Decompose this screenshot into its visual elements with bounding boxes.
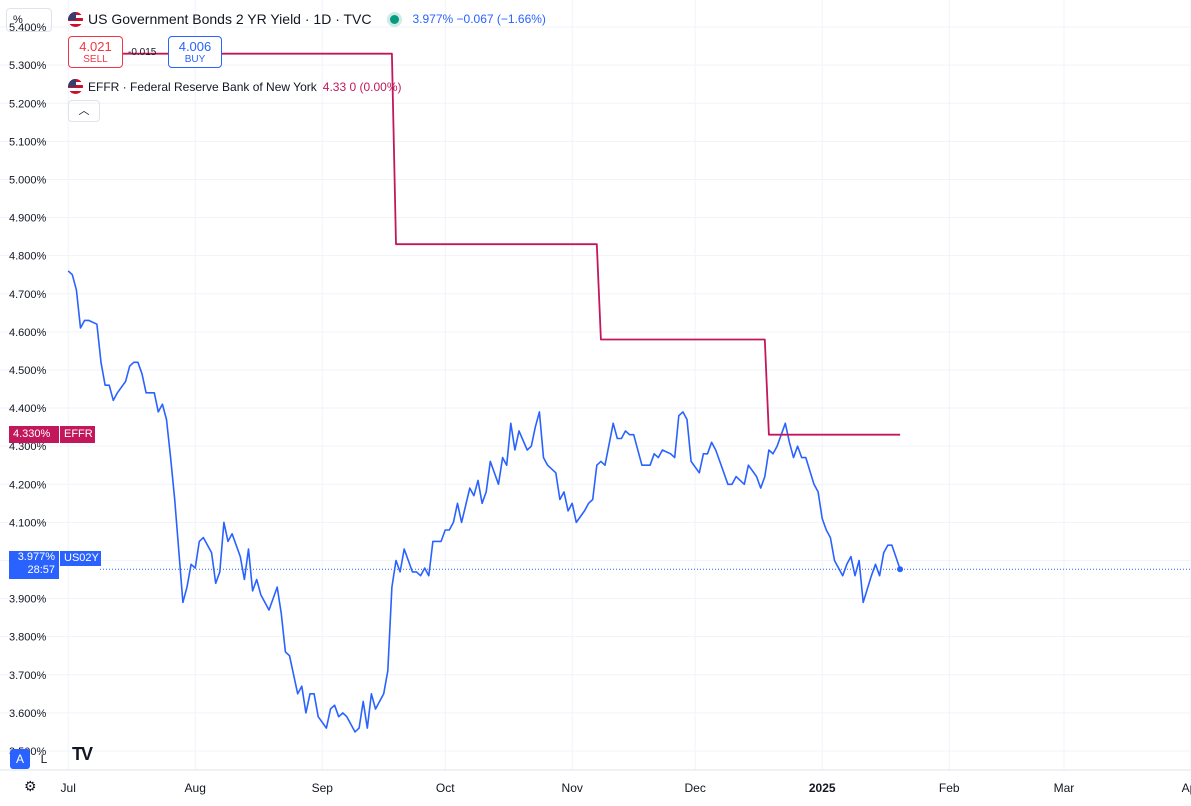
- x-tick-label: Jul: [61, 781, 76, 795]
- y-tick-label: 3.900%: [9, 594, 47, 606]
- y-tick-label: 4.700%: [9, 289, 47, 301]
- auto-scale-button[interactable]: A: [10, 749, 30, 769]
- y-tick-label: 4.500%: [9, 365, 47, 377]
- x-tick-label: Mar: [1054, 781, 1075, 795]
- symbol-title[interactable]: US Government Bonds 2 YR Yield · 1D · TV…: [88, 11, 372, 27]
- buy-label: BUY: [184, 54, 206, 65]
- us-flag-icon: [68, 79, 83, 94]
- indicator-values: 4.33 0 (0.00%): [322, 79, 402, 94]
- x-tick-label: Dec: [684, 781, 705, 795]
- effr-name-tag: EFFR: [59, 426, 95, 443]
- us-flag-icon: [68, 11, 83, 27]
- y-tick-label: 4.400%: [9, 403, 47, 415]
- sell-label: SELL: [83, 54, 108, 65]
- x-tick-label: Apr: [1182, 781, 1191, 795]
- sell-price: 4.021: [79, 39, 112, 54]
- y-tick-label: 4.600%: [9, 327, 47, 339]
- series-line-effr: [68, 52, 901, 436]
- us02y-name-tag: US02Y: [59, 551, 101, 566]
- y-tick-label: 5.200%: [9, 98, 47, 110]
- us02y-price-tag: 3.977% 28:57: [9, 551, 59, 579]
- y-axis: 3.500%3.600%3.700%3.800%3.900%4.000%4.10…: [9, 22, 47, 758]
- y-tick-label: 3.600%: [9, 708, 47, 720]
- x-tick-label: Aug: [185, 781, 206, 795]
- y-tick-label: 4.200%: [9, 479, 47, 491]
- x-tick-label: Sep: [312, 781, 334, 795]
- chevron-up-icon: ︿: [78, 105, 90, 117]
- y-tick-label: 4.100%: [9, 517, 47, 529]
- chart-grid: [0, 0, 1191, 770]
- buy-price: 4.006: [178, 39, 212, 54]
- log-scale-button[interactable]: L: [40, 752, 48, 766]
- x-tick-label: 2025: [809, 781, 836, 795]
- x-axis: Jul Aug Sep Oct Nov Dec 2025 Feb Mar Apr: [0, 769, 1191, 795]
- spread-value: -0.015: [128, 47, 157, 58]
- y-tick-label: 5.000%: [9, 174, 47, 186]
- y-tick-label: 3.800%: [9, 632, 47, 644]
- us02y-value: 3.977%: [17, 551, 55, 563]
- chart-header: US Government Bonds 2 YR Yield · 1D · TV…: [68, 11, 546, 27]
- last-price-point: [897, 566, 904, 573]
- unit-selector[interactable]: %: [6, 8, 52, 32]
- market-status-icon: [389, 14, 399, 24]
- y-tick-label: 4.800%: [9, 251, 47, 263]
- x-tick-label: Nov: [562, 781, 583, 795]
- y-tick-label: 5.300%: [9, 60, 47, 72]
- buy-button[interactable]: 4.006 BUY: [168, 36, 222, 68]
- y-tick-label: 4.300%: [9, 441, 47, 453]
- y-tick-label: 5.100%: [9, 136, 47, 148]
- tradingview-logo[interactable]: TV: [72, 744, 93, 764]
- x-tick-label: Feb: [939, 781, 960, 795]
- indicator-label: EFFR · Federal Reserve Bank of New York: [88, 79, 317, 94]
- y-tick-label: 4.900%: [9, 213, 47, 225]
- series-layer: [67, 52, 1191, 733]
- quote-change: 3.977% −0.067 (−1.66%): [412, 12, 546, 26]
- collapse-legend-button[interactable]: ︿: [68, 100, 100, 122]
- x-tick-label: Oct: [436, 781, 455, 795]
- sell-button[interactable]: 4.021 SELL: [68, 36, 123, 68]
- y-tick-label: 3.700%: [9, 670, 47, 682]
- gear-icon[interactable]: ⚙: [24, 778, 37, 794]
- series-line-us02y: [67, 270, 901, 733]
- us02y-countdown: 28:57: [27, 564, 55, 576]
- indicator-legend[interactable]: EFFR · Federal Reserve Bank of New York …: [68, 79, 401, 94]
- effr-price-tag: 4.330%: [9, 426, 59, 443]
